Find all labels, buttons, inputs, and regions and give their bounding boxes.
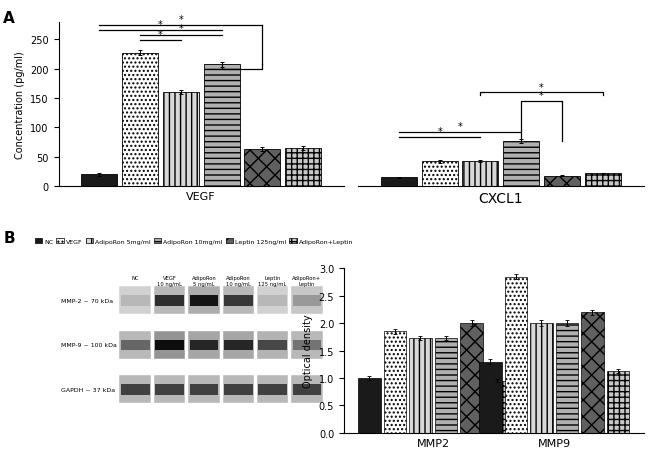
Bar	[121, 340, 150, 350]
Bar	[222, 376, 254, 403]
Bar	[486, 381, 508, 433]
Bar	[222, 287, 254, 315]
Text: A: A	[3, 11, 15, 26]
Bar	[188, 287, 220, 315]
Bar	[81, 175, 117, 187]
Text: MMP-2 ~ 70 kDa: MMP-2 ~ 70 kDa	[61, 298, 113, 304]
Bar	[155, 295, 184, 306]
Bar	[460, 323, 483, 433]
Text: *: *	[158, 30, 162, 40]
Bar	[154, 287, 185, 315]
Bar	[122, 54, 158, 187]
Y-axis label: Concentration (pg/ml): Concentration (pg/ml)	[14, 51, 25, 158]
Bar	[585, 174, 621, 187]
Bar	[257, 287, 289, 315]
Bar	[292, 340, 321, 350]
Bar	[190, 295, 218, 306]
Bar	[291, 376, 323, 403]
Bar	[120, 331, 151, 359]
Bar	[259, 384, 287, 395]
Bar	[120, 287, 151, 315]
Bar	[188, 376, 220, 403]
Bar	[121, 384, 150, 395]
Bar	[292, 384, 321, 395]
Text: *: *	[178, 24, 183, 34]
Text: Leptin
125 ng/mL: Leptin 125 ng/mL	[259, 276, 287, 286]
Bar	[422, 162, 458, 187]
Text: AdipoRon
5 ng/mL: AdipoRon 5 ng/mL	[192, 276, 216, 286]
Legend: NC, VEGF, AdipoRon 5mg/ml, AdipoRon 10mg/ml, Leptin 125ng/ml, AdipoRon+Leptin: NC, VEGF, AdipoRon 5mg/ml, AdipoRon 10mg…	[32, 236, 356, 247]
Bar	[203, 65, 239, 187]
Text: MMP-9 ~ 100 kDa: MMP-9 ~ 100 kDa	[61, 343, 117, 348]
Text: VEGF
10 ng/mL: VEGF 10 ng/mL	[157, 276, 182, 286]
Bar	[581, 313, 604, 433]
Bar	[410, 338, 432, 433]
Bar	[121, 295, 150, 306]
Text: NC: NC	[131, 276, 139, 281]
Text: AdipoRon+
Leptin: AdipoRon+ Leptin	[292, 276, 322, 286]
Bar	[358, 378, 381, 433]
Y-axis label: Optical density: Optical density	[303, 314, 313, 387]
Bar	[244, 150, 280, 187]
Text: *: *	[178, 15, 183, 25]
Text: AdipoRon
10 ng/mL: AdipoRon 10 ng/mL	[226, 276, 251, 286]
Bar	[530, 323, 552, 433]
Bar	[224, 340, 253, 350]
Bar	[503, 142, 539, 187]
Text: *: *	[540, 91, 544, 101]
Bar	[544, 176, 580, 187]
Bar	[291, 331, 323, 359]
Bar	[222, 331, 254, 359]
Bar	[463, 161, 499, 187]
Bar	[292, 295, 321, 306]
Bar	[435, 338, 457, 433]
Bar	[154, 331, 185, 359]
Bar	[384, 332, 406, 433]
Text: *: *	[158, 19, 162, 30]
Bar	[224, 295, 253, 306]
Bar	[155, 384, 184, 395]
Bar	[224, 384, 253, 395]
Bar	[556, 323, 578, 433]
Bar	[259, 295, 287, 306]
Bar	[606, 371, 629, 433]
Bar	[190, 340, 218, 350]
Bar	[257, 376, 289, 403]
Text: *: *	[437, 126, 442, 136]
Bar	[154, 376, 185, 403]
Bar	[163, 93, 199, 187]
Bar	[188, 331, 220, 359]
Text: GAPDH ~ 37 kDa: GAPDH ~ 37 kDa	[61, 387, 115, 392]
Text: B: B	[3, 230, 15, 245]
Bar	[259, 340, 287, 350]
Text: *: *	[540, 83, 544, 92]
Bar	[504, 277, 527, 433]
Bar	[120, 376, 151, 403]
Bar	[291, 287, 323, 315]
Text: *: *	[458, 122, 462, 132]
Bar	[190, 384, 218, 395]
Bar	[479, 362, 502, 433]
Bar	[285, 148, 321, 187]
Bar	[155, 340, 184, 350]
Bar	[381, 178, 417, 187]
Bar	[257, 331, 289, 359]
